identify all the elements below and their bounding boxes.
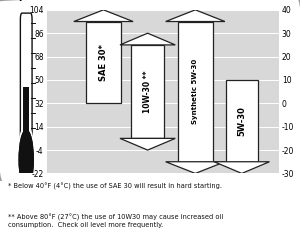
Circle shape	[19, 130, 33, 189]
Circle shape	[19, 130, 33, 189]
Text: 10W-30 **: 10W-30 **	[143, 70, 152, 113]
Bar	[178, 21, 213, 162]
Text: 5W-30: 5W-30	[237, 106, 246, 136]
Circle shape	[18, 125, 34, 194]
Polygon shape	[166, 10, 225, 21]
Polygon shape	[120, 33, 175, 45]
Polygon shape	[120, 138, 175, 150]
Text: SAE 30*: SAE 30*	[99, 44, 108, 81]
Bar	[131, 45, 164, 138]
Polygon shape	[166, 162, 225, 173]
Text: °F: °F	[14, 0, 26, 3]
Bar	[86, 21, 121, 103]
Bar	[23, 87, 29, 133]
Bar	[226, 80, 258, 162]
FancyBboxPatch shape	[20, 13, 32, 141]
Text: Synthetic 5W-30: Synthetic 5W-30	[192, 59, 198, 124]
Text: * Below 40°F (4°C) the use of SAE 30 will result in hard starting.: * Below 40°F (4°C) the use of SAE 30 wil…	[8, 183, 221, 190]
Polygon shape	[214, 162, 269, 173]
Text: ** Above 80°F (27°C) the use of 10W30 may cause increased oil
consumption.  Chec: ** Above 80°F (27°C) the use of 10W30 ma…	[8, 214, 223, 228]
Polygon shape	[74, 10, 133, 21]
